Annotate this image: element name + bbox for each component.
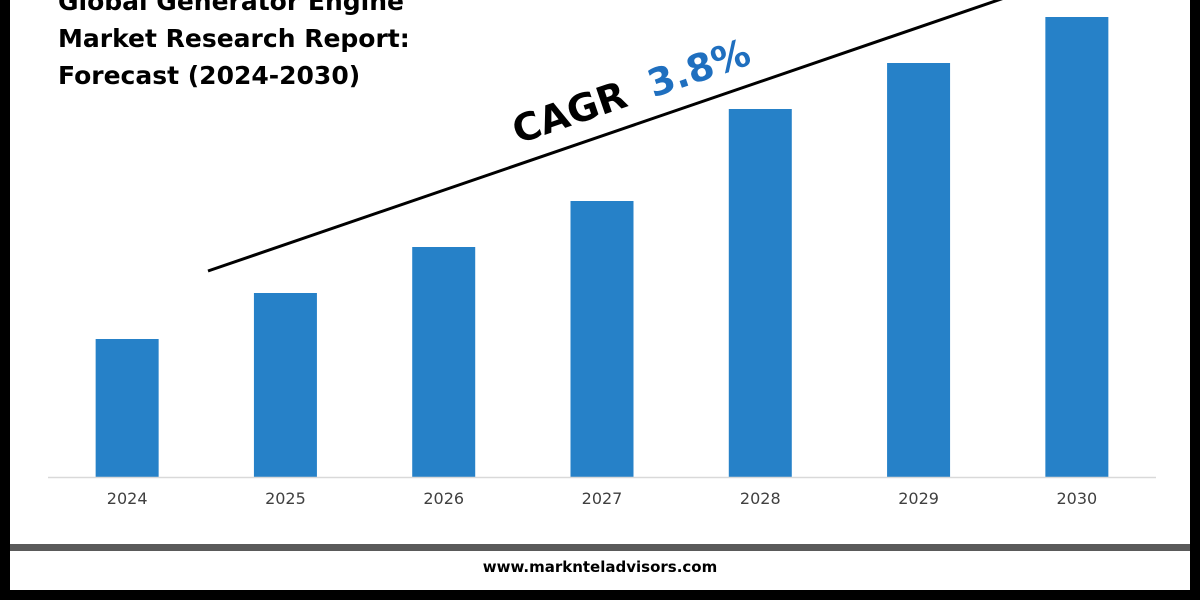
cagr-value: 3.8% [642, 30, 756, 106]
title-line-3: Forecast (2024-2030) [58, 61, 361, 90]
x-tick-label-2029: 2029 [898, 489, 939, 508]
bar-2024 [95, 339, 159, 477]
footer-band [10, 544, 1190, 551]
footer-url: www.marknteladvisors.com [482, 558, 718, 576]
bar-2028 [728, 109, 792, 477]
x-tick-label-2024: 2024 [107, 489, 148, 508]
cagr-prefix: CAGR [507, 73, 633, 153]
x-tick-label-2025: 2025 [265, 489, 306, 508]
bar-chart: 2024 2025 2026 2027 2028 2029 2030 CAGR 3.8% [48, 0, 1156, 508]
bar-2030 [1045, 17, 1109, 477]
title-line-1: Global Generator Engine [58, 0, 404, 16]
cagr-trend-line [207, 0, 1003, 273]
bar-2029 [887, 63, 951, 477]
chart-title: Global Generator Engine Market Research … [58, 0, 410, 94]
bar-2027 [570, 201, 634, 477]
cagr-annotation: CAGR 3.8% [507, 30, 756, 152]
x-tick-label-2026: 2026 [423, 489, 464, 508]
chart-frame: Global Generator Engine Market Research … [10, 0, 1190, 590]
bar-2026 [412, 247, 476, 477]
title-line-2: Market Research Report: [58, 24, 410, 53]
x-tick-labels: 2024 2025 2026 2027 2028 2029 2030 [107, 489, 1097, 508]
x-tick-label-2027: 2027 [582, 489, 623, 508]
x-tick-label-2028: 2028 [740, 489, 781, 508]
x-tick-label-2030: 2030 [1056, 489, 1097, 508]
bar-2025 [253, 293, 317, 477]
bars-group [95, 17, 1109, 477]
